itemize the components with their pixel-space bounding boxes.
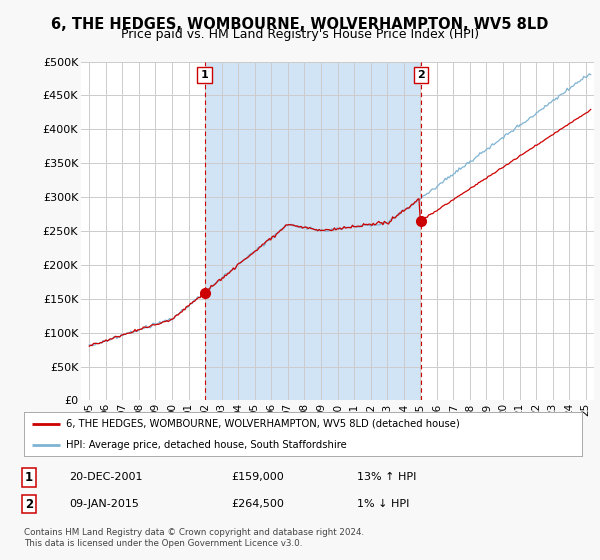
Text: 13% ↑ HPI: 13% ↑ HPI <box>357 472 416 482</box>
Text: £159,000: £159,000 <box>231 472 284 482</box>
Text: 1: 1 <box>201 70 208 80</box>
Bar <box>205 62 421 400</box>
Text: 20-DEC-2001: 20-DEC-2001 <box>69 472 143 482</box>
Text: 1% ↓ HPI: 1% ↓ HPI <box>357 499 409 509</box>
Text: 09-JAN-2015: 09-JAN-2015 <box>69 499 139 509</box>
Text: HPI: Average price, detached house, South Staffordshire: HPI: Average price, detached house, Sout… <box>66 440 347 450</box>
Text: 1: 1 <box>25 470 33 484</box>
Text: 2: 2 <box>417 70 425 80</box>
Text: Price paid vs. HM Land Registry's House Price Index (HPI): Price paid vs. HM Land Registry's House … <box>121 28 479 41</box>
Text: 6, THE HEDGES, WOMBOURNE, WOLVERHAMPTON, WV5 8LD: 6, THE HEDGES, WOMBOURNE, WOLVERHAMPTON,… <box>52 17 548 32</box>
Text: 2: 2 <box>25 497 33 511</box>
Text: Contains HM Land Registry data © Crown copyright and database right 2024.
This d: Contains HM Land Registry data © Crown c… <box>24 528 364 548</box>
Text: 6, THE HEDGES, WOMBOURNE, WOLVERHAMPTON, WV5 8LD (detached house): 6, THE HEDGES, WOMBOURNE, WOLVERHAMPTON,… <box>66 419 460 429</box>
Text: £264,500: £264,500 <box>231 499 284 509</box>
